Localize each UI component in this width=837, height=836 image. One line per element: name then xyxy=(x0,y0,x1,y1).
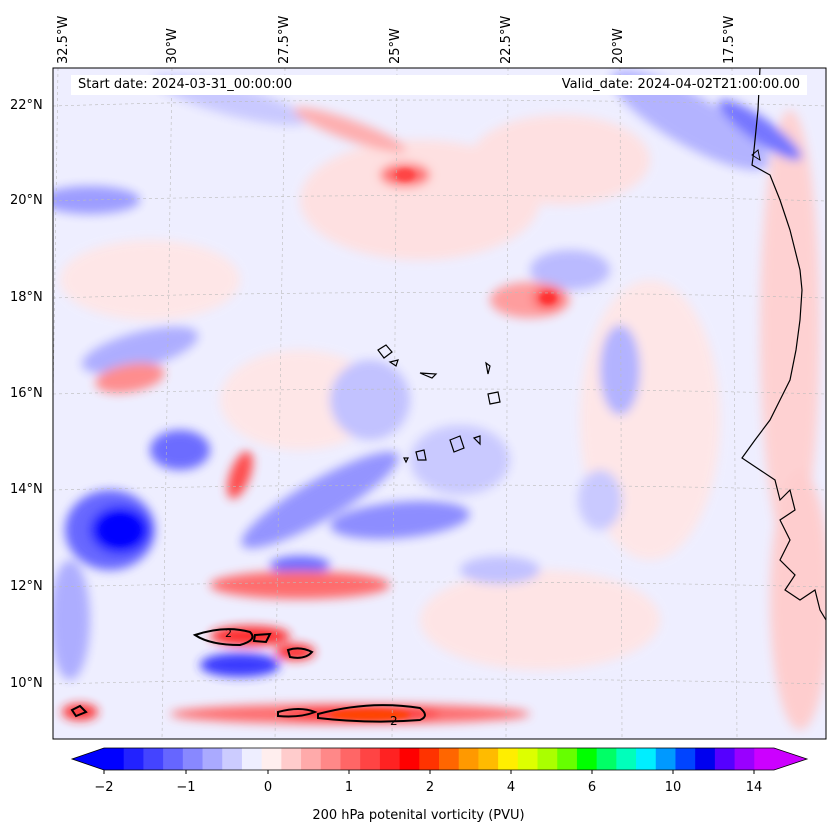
start-date: Start date: 2024-03-31_00:00:00 xyxy=(78,77,293,92)
lon-label: 22.5°W xyxy=(499,15,514,64)
pv-field: 2 2 xyxy=(53,68,826,739)
colorbar-swatch xyxy=(458,748,479,770)
colorbar-swatch xyxy=(320,748,341,770)
valid-date: Valid_date: 2024-04-02T21:00:00.00 xyxy=(561,77,800,92)
colorbar-tick: 10 xyxy=(664,780,682,795)
colorbar-extend-high xyxy=(774,748,807,770)
colorbar-swatch xyxy=(714,748,736,770)
colorbar-swatch xyxy=(261,748,282,770)
colorbar-tick: −2 xyxy=(94,780,114,795)
colorbar-swatch xyxy=(498,748,519,770)
colorbar-swatch xyxy=(222,748,243,770)
colorbar-swatch xyxy=(360,748,381,770)
colorbar-swatch xyxy=(182,748,204,770)
colorbar-swatch xyxy=(104,748,125,770)
colorbar-swatch xyxy=(734,748,755,770)
colorbar-tick: 6 xyxy=(587,780,597,795)
colorbar-swatch xyxy=(123,748,144,770)
lat-label: 16°N xyxy=(10,386,43,401)
pv-2-contours xyxy=(70,628,426,723)
lon-label: 30°W xyxy=(165,28,180,64)
graticule xyxy=(53,68,826,739)
colorbar-swatch xyxy=(143,748,164,770)
colorbar-tick: 0 xyxy=(263,780,273,795)
map-frame xyxy=(52,67,827,740)
coastline xyxy=(741,68,826,621)
lat-label: 12°N xyxy=(10,579,43,594)
colorbar-swatch xyxy=(695,748,716,770)
colorbar-swatch xyxy=(655,748,676,770)
contour-label: 2 xyxy=(390,714,398,728)
contour-label-2: 2 xyxy=(225,627,232,640)
colorbar xyxy=(70,747,809,774)
colorbar-swatch xyxy=(557,748,578,770)
lon-label: 32.5°W xyxy=(56,15,71,64)
lon-label: 20°W xyxy=(611,28,626,64)
colorbar-swatch xyxy=(301,748,322,770)
colorbar-swatch xyxy=(537,748,558,770)
colorbar-swatch xyxy=(419,748,440,770)
colorbar-swatch xyxy=(379,748,401,770)
colorbar-swatch xyxy=(439,748,460,770)
colorbar-swatch xyxy=(517,748,539,770)
lat-label: 14°N xyxy=(10,482,43,497)
date-banner: Start date: 2024-03-31_00:00:00 Valid_da… xyxy=(71,75,807,95)
lat-label: 18°N xyxy=(10,290,43,305)
colorbar-tick: 2 xyxy=(425,780,435,795)
colorbar-tick: 4 xyxy=(506,780,516,795)
lat-label: 20°N xyxy=(10,193,43,208)
colorbar-swatch xyxy=(636,748,657,770)
lat-label: 10°N xyxy=(10,676,43,691)
colorbar-swatch xyxy=(576,748,598,770)
cape-verde-islands xyxy=(377,344,501,464)
lon-label: 17.5°W xyxy=(722,15,737,64)
colorbar-swatch xyxy=(399,748,420,770)
colorbar-swatch xyxy=(596,748,617,770)
colorbar-swatch xyxy=(340,748,361,770)
colorbar-swatch xyxy=(202,748,223,770)
colorbar-tick: 14 xyxy=(745,780,763,795)
colorbar-swatch xyxy=(281,748,302,770)
colorbar-swatch xyxy=(163,748,184,770)
colorbar-tick: −1 xyxy=(176,780,196,795)
lon-label: 27.5°W xyxy=(277,15,292,64)
colorbar-swatch xyxy=(478,748,499,770)
colorbar-swatch xyxy=(241,748,263,770)
lat-label: 22°N xyxy=(10,98,43,113)
colorbar-title: 200 hPa potenital vorticity (PVU) xyxy=(312,808,525,823)
colorbar-extend-low xyxy=(72,748,104,770)
colorbar-swatch xyxy=(675,748,696,770)
colorbar-swatch xyxy=(754,748,775,770)
colorbar-swatch xyxy=(616,748,637,770)
lon-label: 25°W xyxy=(388,28,403,64)
colorbar-tick: 1 xyxy=(344,780,354,795)
